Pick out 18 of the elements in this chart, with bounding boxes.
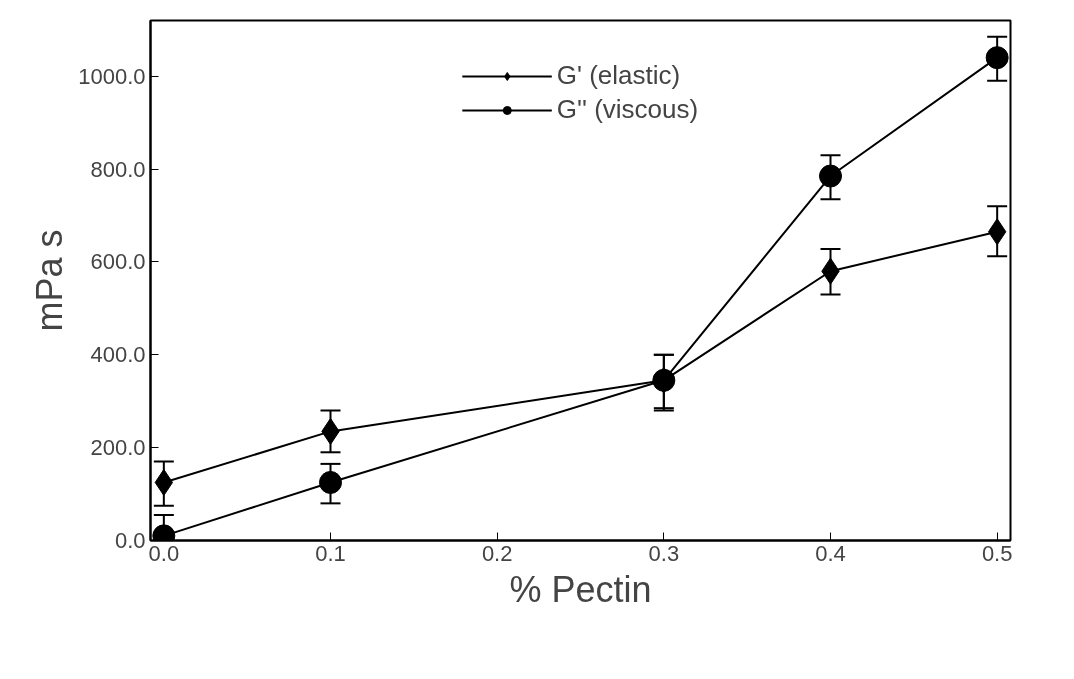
legend-label: G' (elastic) bbox=[556, 60, 681, 91]
x-tick-label: 0.4 bbox=[815, 540, 846, 566]
point bbox=[319, 470, 342, 494]
x-tick-label: 0.2 bbox=[481, 540, 513, 566]
x-tick-label: 0.1 bbox=[315, 540, 346, 566]
legend-label: G'' (viscous) bbox=[556, 94, 699, 125]
x-tick-label: 0.0 bbox=[148, 540, 180, 566]
y-tick-label: 800.0 bbox=[90, 156, 146, 182]
y-axis-title: mPa s bbox=[29, 229, 71, 332]
y-tick-label: 600.0 bbox=[90, 249, 146, 275]
y-tick-label: 400.0 bbox=[90, 342, 146, 368]
x-tick-label: 0.3 bbox=[648, 540, 680, 566]
x-tick-label: 0.5 bbox=[981, 540, 1013, 566]
y-tick-label: 1000.0 bbox=[78, 63, 146, 89]
y-tick-label: 200.0 bbox=[90, 435, 146, 461]
point bbox=[819, 164, 842, 188]
point bbox=[985, 46, 1009, 70]
x-axis-title: % Pectin bbox=[509, 568, 652, 610]
